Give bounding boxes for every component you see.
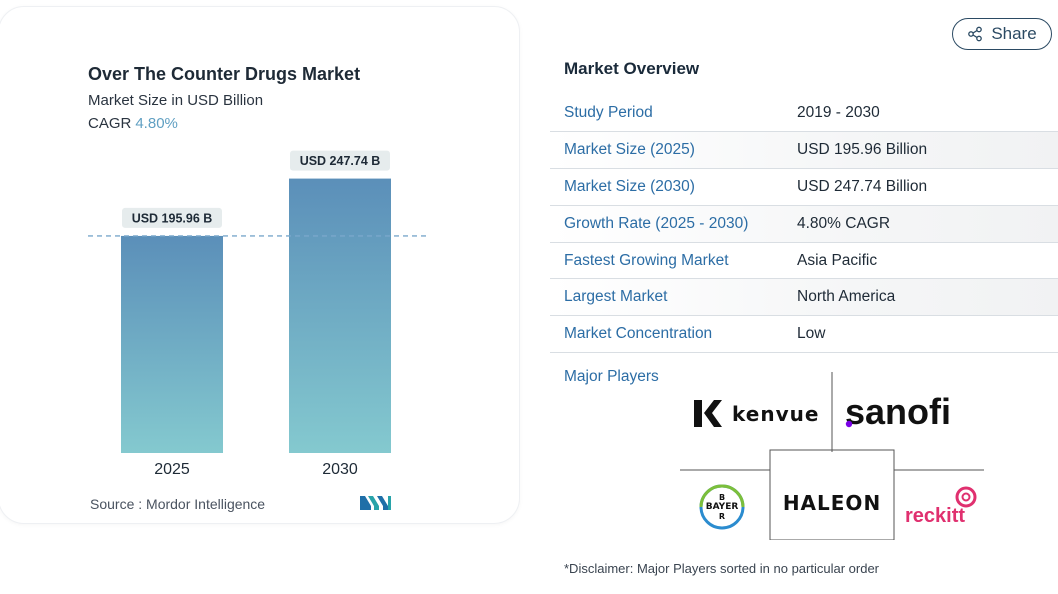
major-players-label[interactable]: Major Players: [564, 368, 659, 385]
share-label: Share: [991, 24, 1037, 43]
market-chart-card: [0, 6, 520, 524]
sanofi-logo: sanofi: [845, 391, 951, 432]
svg-text:R: R: [719, 512, 725, 521]
overview-row-market-size-2030: Market Size (2030) USD 247.74 Billion: [550, 169, 1058, 206]
overview-value: USD 247.74 Billion: [797, 177, 928, 195]
data-label-bg: [290, 150, 390, 171]
overview-value: Low: [797, 325, 826, 343]
kenvue-logo: kenvue: [694, 400, 819, 427]
overview-label[interactable]: Study Period: [564, 104, 653, 121]
sanofi-logo-text: sanofi: [845, 391, 951, 432]
overview-value: 4.80% CAGR: [797, 214, 891, 232]
svg-text:B: B: [719, 493, 725, 502]
overview-label[interactable]: Growth Rate (2025 - 2030): [564, 214, 749, 232]
cagr-label: CAGR: [88, 115, 132, 132]
overview-label[interactable]: Largest Market: [564, 288, 668, 306]
bayer-logo: BAYER B R: [699, 484, 745, 530]
overview-row-largest-market: Largest Market North America: [550, 279, 1058, 317]
bar-2030: [289, 178, 391, 453]
overview-label[interactable]: Market Size (2030): [564, 177, 695, 195]
chart-title: Over The Counter Drugs Market: [88, 64, 361, 84]
market-overview-table: Study Period 2019 - 2030 Market Size (20…: [550, 95, 1058, 354]
cagr-value: 4.80%: [135, 115, 178, 132]
overview-value: North America: [797, 288, 896, 306]
chart-subtitle: Market Size in USD Billion: [88, 92, 264, 109]
share-button[interactable]: Share: [952, 18, 1052, 50]
haleon-logo-text: HALEON: [783, 491, 881, 515]
bar-2025: [121, 235, 223, 453]
bayer-logo-text: BAYER: [706, 502, 739, 512]
overview-row-concentration: Market Concentration Low: [550, 316, 1058, 354]
share-icon: [968, 26, 983, 42]
kenvue-logo-text: kenvue: [732, 402, 819, 426]
bar-chart: USD 195.96 B 2025 USD 247.74 B 2030: [88, 150, 428, 478]
overview-label[interactable]: Market Size (2025): [564, 140, 695, 158]
chart-source: Source : Mordor Intelligence: [90, 496, 266, 512]
overview-label[interactable]: Fastest Growing Market: [564, 251, 729, 269]
market-overview-title: Market Overview: [564, 59, 700, 78]
data-label-bg: [122, 207, 222, 228]
overview-value: 2019 - 2030: [797, 104, 880, 121]
reckitt-logo: reckitt: [905, 486, 977, 527]
haleon-logo: HALEON: [783, 491, 881, 515]
reckitt-logo-text: reckitt: [905, 505, 965, 527]
overview-row-market-size-2025: Market Size (2025) USD 195.96 Billion: [550, 131, 1058, 169]
overview-row-growth-rate: Growth Rate (2025 - 2030) 4.80% CAGR: [550, 205, 1058, 243]
overview-label[interactable]: Market Concentration: [564, 325, 713, 343]
mordor-intelligence-logo: [360, 496, 391, 510]
data-label: USD 195.96 B: [132, 211, 213, 225]
disclaimer-text: *Disclaimer: Major Players sorted in no …: [564, 561, 880, 576]
overview-value: Asia Pacific: [797, 251, 878, 269]
overview-row-study-period: Study Period 2019 - 2030: [550, 95, 1058, 132]
overview-row-fastest-growing: Fastest Growing Market Asia Pacific: [550, 243, 1058, 280]
major-players-logos: kenvue sanofi BAYER B R HALEON reckitt: [680, 372, 984, 540]
category-label: 2025: [154, 461, 190, 478]
overview-value: USD 195.96 Billion: [797, 140, 928, 158]
data-label: USD 247.74 B: [300, 154, 381, 168]
cagr-line: CAGR 4.80%: [88, 115, 178, 132]
category-label: 2030: [322, 461, 358, 478]
